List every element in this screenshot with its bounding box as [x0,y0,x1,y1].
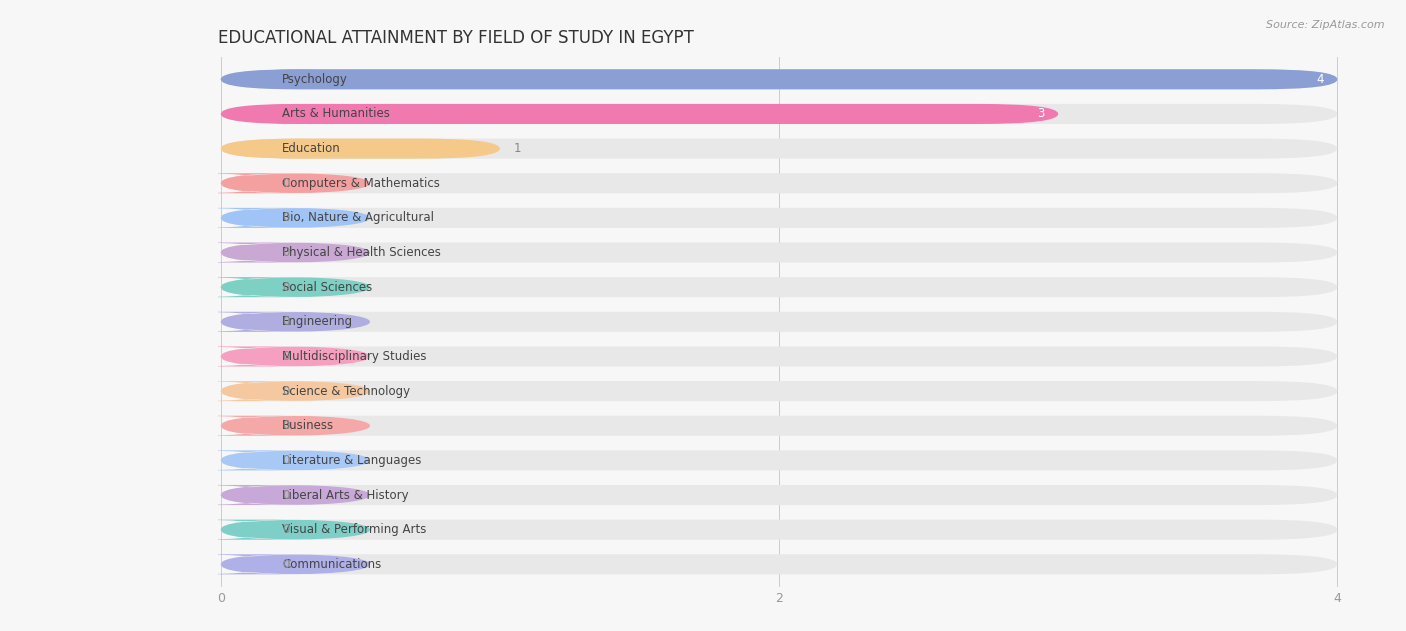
Circle shape [224,278,370,296]
FancyBboxPatch shape [190,451,302,471]
Text: Physical & Health Sciences: Physical & Health Sciences [283,246,441,259]
Text: 0: 0 [283,454,290,467]
FancyBboxPatch shape [190,173,302,193]
Circle shape [224,209,370,227]
FancyBboxPatch shape [221,277,1337,297]
Text: Engineering: Engineering [283,316,353,328]
Text: Communications: Communications [283,558,381,571]
FancyBboxPatch shape [190,208,302,228]
Text: Computers & Mathematics: Computers & Mathematics [283,177,440,190]
FancyBboxPatch shape [221,416,1337,436]
Circle shape [224,139,370,158]
Circle shape [224,244,370,262]
Text: 0: 0 [283,419,290,432]
FancyBboxPatch shape [190,277,302,297]
Circle shape [224,70,370,88]
FancyBboxPatch shape [221,208,1337,228]
Text: Source: ZipAtlas.com: Source: ZipAtlas.com [1267,20,1385,30]
Text: 1: 1 [513,142,522,155]
FancyBboxPatch shape [221,346,1337,367]
FancyBboxPatch shape [221,104,1059,124]
Circle shape [224,416,370,435]
FancyBboxPatch shape [190,242,302,262]
FancyBboxPatch shape [190,519,302,540]
Circle shape [224,555,370,574]
Text: Bio, Nature & Agricultural: Bio, Nature & Agricultural [283,211,434,225]
FancyBboxPatch shape [221,139,1337,158]
FancyBboxPatch shape [190,312,302,332]
Text: Literature & Languages: Literature & Languages [283,454,422,467]
Text: 4: 4 [1316,73,1323,86]
FancyBboxPatch shape [221,312,1337,332]
Text: 0: 0 [283,488,290,502]
Circle shape [224,348,370,365]
Text: 0: 0 [283,523,290,536]
FancyBboxPatch shape [221,485,1337,505]
Text: Liberal Arts & History: Liberal Arts & History [283,488,409,502]
FancyBboxPatch shape [221,519,1337,540]
Text: 0: 0 [283,211,290,225]
Text: Business: Business [283,419,335,432]
Circle shape [224,521,370,539]
FancyBboxPatch shape [190,416,302,436]
Text: Social Sciences: Social Sciences [283,281,373,293]
Text: 3: 3 [1036,107,1045,121]
FancyBboxPatch shape [221,381,1337,401]
Circle shape [224,382,370,400]
FancyBboxPatch shape [190,381,302,401]
FancyBboxPatch shape [190,554,302,574]
FancyBboxPatch shape [221,242,1337,262]
Text: 0: 0 [283,281,290,293]
FancyBboxPatch shape [221,139,501,158]
FancyBboxPatch shape [221,173,1337,193]
Text: 0: 0 [283,385,290,398]
Text: Visual & Performing Arts: Visual & Performing Arts [283,523,426,536]
FancyBboxPatch shape [190,485,302,505]
FancyBboxPatch shape [221,69,1337,90]
Circle shape [224,313,370,331]
FancyBboxPatch shape [221,69,1337,90]
Text: Education: Education [283,142,340,155]
Text: 0: 0 [283,246,290,259]
Circle shape [224,451,370,469]
Text: 0: 0 [283,177,290,190]
FancyBboxPatch shape [221,104,1337,124]
FancyBboxPatch shape [190,346,302,367]
Circle shape [224,174,370,192]
Text: EDUCATIONAL ATTAINMENT BY FIELD OF STUDY IN EGYPT: EDUCATIONAL ATTAINMENT BY FIELD OF STUDY… [218,29,693,47]
Circle shape [224,105,370,123]
Text: Psychology: Psychology [283,73,349,86]
Text: 0: 0 [283,316,290,328]
FancyBboxPatch shape [221,451,1337,471]
Text: Science & Technology: Science & Technology [283,385,411,398]
Text: 0: 0 [283,350,290,363]
Text: 0: 0 [283,558,290,571]
Text: Multidisciplinary Studies: Multidisciplinary Studies [283,350,426,363]
FancyBboxPatch shape [221,554,1337,574]
Circle shape [224,486,370,504]
Text: Arts & Humanities: Arts & Humanities [283,107,389,121]
